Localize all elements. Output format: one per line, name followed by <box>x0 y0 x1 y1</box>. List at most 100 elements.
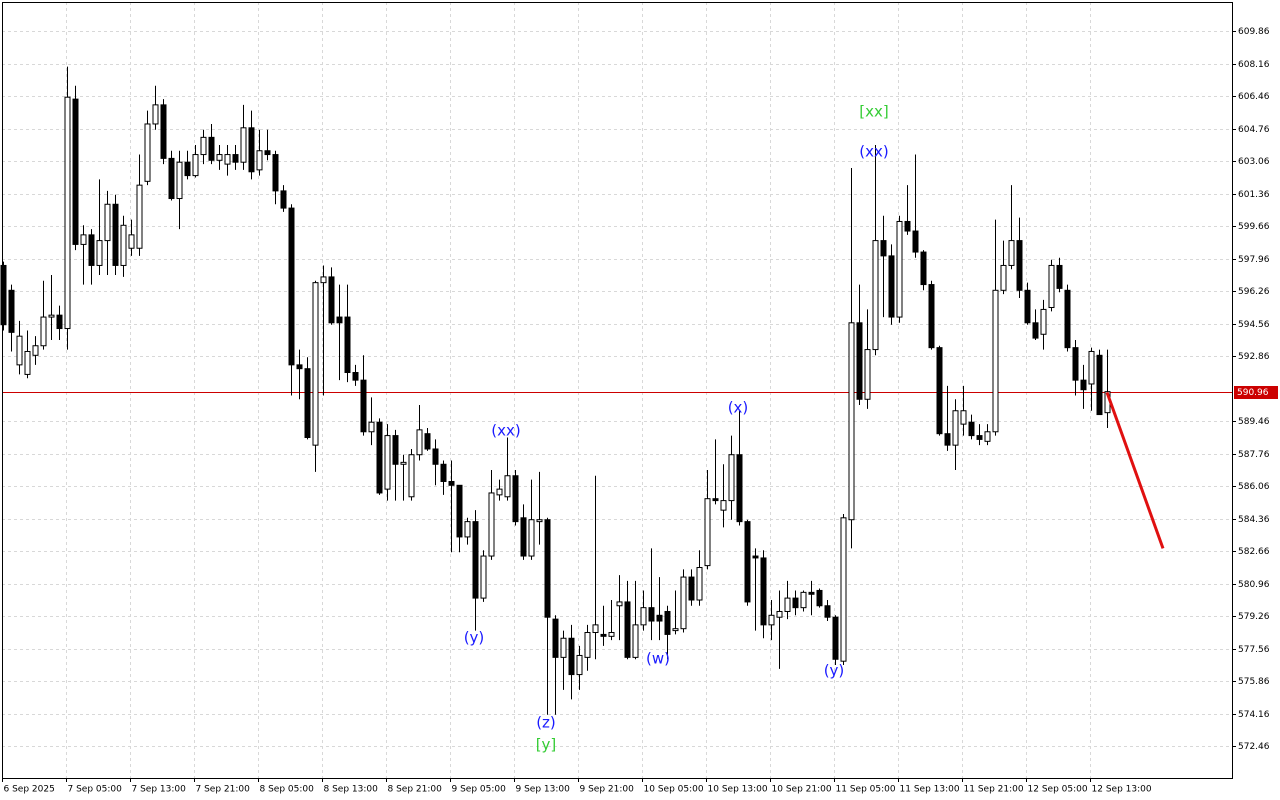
candle-body-up <box>728 454 735 502</box>
candle-body-down <box>456 484 463 538</box>
candle-body-down <box>744 521 751 603</box>
candle-body-down <box>880 240 887 257</box>
candle-body-up <box>768 614 775 626</box>
candle-body-down <box>512 475 519 523</box>
y-tick-label: 577.56 <box>1238 645 1270 655</box>
candle-body-down <box>272 154 279 192</box>
candle-body-down <box>520 517 527 557</box>
forecast-line <box>1105 391 1165 549</box>
candle-body-down <box>112 203 119 266</box>
candle-body-down <box>0 264 7 326</box>
candle-body-down <box>440 463 447 482</box>
y-tick-label: 599.66 <box>1238 222 1270 232</box>
y-tick-label: 572.46 <box>1238 742 1270 752</box>
candle-body-down <box>208 136 215 161</box>
candle-body-down <box>624 601 631 658</box>
y-tick-label: 575.86 <box>1238 677 1270 687</box>
x-tick-label: 6 Sep 2025 <box>4 785 55 795</box>
candle-body-down <box>88 234 95 266</box>
candle-body-up <box>384 435 391 490</box>
candle-body-down <box>856 322 863 400</box>
candle-body-down <box>304 368 311 439</box>
candle-body-down <box>976 435 983 440</box>
x-tick-label: 10 Sep 05:00 <box>644 785 704 795</box>
candle-body-up <box>864 349 871 400</box>
y-tick-label: 609.86 <box>1238 27 1270 37</box>
candle-body-up <box>800 591 807 609</box>
candle-body-down <box>376 421 383 494</box>
candle-body-down <box>56 314 63 330</box>
candle-body-down <box>360 379 367 433</box>
candle-body-up <box>992 289 999 433</box>
candle-body-up <box>488 492 495 557</box>
y-tick-label: 592.86 <box>1238 352 1270 362</box>
candle-body-up <box>952 410 959 446</box>
candle-body-down <box>232 154 239 163</box>
candle-body-up <box>960 410 967 425</box>
candle-body-down <box>424 433 431 450</box>
candle-body-down <box>656 614 663 622</box>
candle-body-up <box>176 161 183 200</box>
candle-body-up <box>200 136 207 156</box>
wave-label: (w) <box>646 650 670 668</box>
candle-body-down <box>248 127 255 173</box>
candle-body-down <box>688 576 695 601</box>
candle-body-down <box>1032 322 1039 339</box>
candle-body-down <box>808 591 815 595</box>
candle-body-down <box>648 607 655 622</box>
wave-label: (y) <box>464 629 485 647</box>
grid <box>2 2 1232 778</box>
candle-body-down <box>664 610 671 635</box>
x-tick-label: 8 Sep 05:00 <box>260 785 315 795</box>
candle-body-down <box>760 557 767 626</box>
candle-body-up <box>24 350 31 375</box>
y-tick-label: 574.16 <box>1238 710 1270 720</box>
price-label-box <box>1234 386 1278 399</box>
y-tick-label: 596.26 <box>1238 287 1270 297</box>
plot-frame <box>2 2 1233 779</box>
candle-body-up <box>632 624 639 658</box>
candle-body-up <box>416 429 423 456</box>
y-tick-label: 586.06 <box>1238 482 1270 492</box>
candle-body-down <box>792 597 799 609</box>
x-tick-label: 12 Sep 05:00 <box>1028 785 1088 795</box>
candle-body-down <box>8 289 15 333</box>
candle-body-up <box>1048 264 1055 309</box>
y-tick-label: 579.26 <box>1238 612 1270 622</box>
candle-body-down <box>712 498 719 502</box>
candle-body-up <box>152 104 159 125</box>
y-tick-label: 601.36 <box>1238 190 1270 200</box>
candle-body-up <box>840 517 847 662</box>
candle-body-up <box>136 184 143 249</box>
candle-body-down <box>1056 264 1063 289</box>
candle-body-up <box>776 610 783 618</box>
candle-body-up <box>144 123 151 182</box>
candle-body-down <box>568 637 575 676</box>
candle-body-up <box>408 454 415 498</box>
candle-body-up <box>192 154 199 177</box>
x-tick-label: 7 Sep 05:00 <box>68 785 123 795</box>
x-tick-label: 8 Sep 13:00 <box>324 785 379 795</box>
candle-body-down <box>280 190 287 209</box>
candle-body-up <box>256 150 263 171</box>
plot-area: [xx] (xx) (xx) (x) (y) (w) (y) (z) [y] <box>0 66 1232 754</box>
candle-body-down <box>1096 354 1103 416</box>
candle-body-up <box>64 96 71 330</box>
candle-body-up <box>320 276 327 284</box>
candle-body-down <box>928 284 935 349</box>
x-tick-label: 10 Sep 21:00 <box>772 785 832 795</box>
y-tick-label: 594.56 <box>1238 320 1270 330</box>
candle-body-up <box>720 500 727 511</box>
candle-body-up <box>104 203 111 242</box>
candle-body-down <box>552 618 559 658</box>
candle-body-down <box>936 347 943 435</box>
y-tick-label: 580.96 <box>1238 580 1270 590</box>
candle-body-up <box>784 597 791 612</box>
candle-body-up <box>640 607 647 626</box>
candle-body-up <box>224 154 231 165</box>
candle-body-up <box>696 567 703 601</box>
x-tick-label: 7 Sep 21:00 <box>196 785 251 795</box>
x-tick-label: 9 Sep 21:00 <box>580 785 635 795</box>
